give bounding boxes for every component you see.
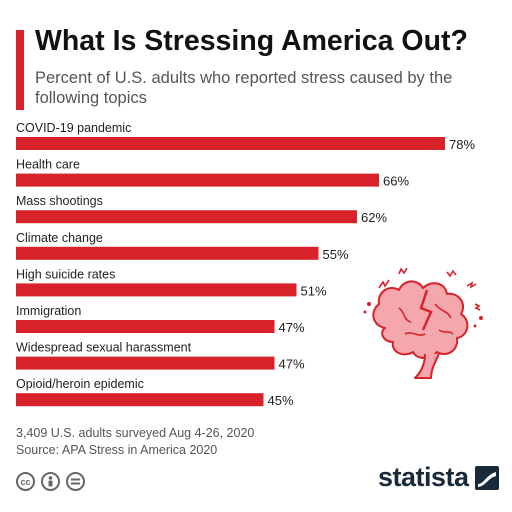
category-label: Immigration <box>16 304 81 318</box>
cc-icon[interactable]: cc <box>16 472 35 491</box>
bar <box>16 393 264 407</box>
bar-chart: COVID-19 pandemic 78% Health care 66% Mass s… <box>16 121 475 408</box>
chart-subtitle: Percent of U.S. adults who reported stre… <box>35 69 453 107</box>
bar <box>16 210 357 224</box>
chart-title: What Is Stressing America Out? <box>35 25 468 57</box>
category-label: COVID-19 pandemic <box>16 121 131 135</box>
category-label: Climate change <box>16 231 103 245</box>
category-label: Mass shootings <box>16 194 103 208</box>
category-label: Health care <box>16 158 80 172</box>
value-label: 62% <box>361 210 387 225</box>
value-label: 66% <box>383 174 409 189</box>
value-label: 47% <box>279 357 305 372</box>
category-label: Widespread sexual harassment <box>16 341 192 355</box>
value-label: 78% <box>449 137 475 152</box>
bar <box>16 320 275 333</box>
bar <box>16 173 379 187</box>
source-note: Source: APA Stress in America 2020 <box>16 443 218 457</box>
value-label: 51% <box>301 283 327 298</box>
statista-logo-icon <box>474 465 499 490</box>
bar <box>16 246 319 260</box>
category-label: Opioid/heroin epidemic <box>16 377 144 391</box>
value-label: 55% <box>323 247 349 262</box>
bar <box>16 283 297 297</box>
statista-brand[interactable]: statista <box>378 462 499 493</box>
title-accent-bar <box>16 30 24 110</box>
bar <box>16 137 445 150</box>
brand-name: statista <box>378 462 469 492</box>
attribution-icon[interactable] <box>41 472 60 491</box>
stressed-brain-icon <box>363 268 483 379</box>
value-label: 47% <box>279 320 305 335</box>
license-icons: cc <box>16 472 85 491</box>
bar <box>16 356 275 370</box>
no-derivatives-icon[interactable] <box>66 472 85 491</box>
value-label: 45% <box>268 393 294 408</box>
category-label: High suicide rates <box>16 267 115 281</box>
sample-note: 3,409 U.S. adults surveyed Aug 4-26, 202… <box>16 426 255 440</box>
